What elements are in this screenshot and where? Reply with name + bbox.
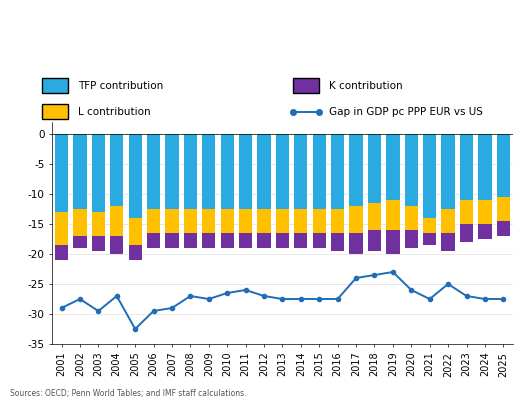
- Bar: [405, 134, 418, 206]
- FancyBboxPatch shape: [42, 78, 68, 93]
- Bar: [147, 233, 160, 248]
- Bar: [479, 134, 492, 200]
- Bar: [460, 134, 473, 200]
- Bar: [368, 134, 381, 203]
- Bar: [73, 209, 86, 236]
- Bar: [349, 134, 362, 206]
- Bar: [331, 233, 344, 251]
- Bar: [405, 206, 418, 230]
- Bar: [276, 134, 289, 209]
- Bar: [294, 134, 308, 209]
- Bar: [313, 209, 326, 233]
- Bar: [110, 134, 123, 206]
- Bar: [92, 134, 105, 212]
- Bar: [460, 224, 473, 242]
- Bar: [368, 230, 381, 251]
- Text: Decomposition of Gap with the United States in per Capita PPP GDP: Decomposition of Gap with the United Sta…: [7, 18, 516, 31]
- Bar: [110, 236, 123, 254]
- Bar: [331, 134, 344, 209]
- Bar: [239, 134, 252, 209]
- Bar: [423, 233, 436, 245]
- Bar: [349, 233, 362, 254]
- Bar: [55, 245, 68, 260]
- Bar: [202, 233, 215, 248]
- Text: L contribution: L contribution: [78, 107, 151, 117]
- Bar: [460, 200, 473, 224]
- Bar: [221, 134, 234, 209]
- Bar: [92, 236, 105, 251]
- Bar: [55, 134, 68, 212]
- Bar: [92, 212, 105, 236]
- Bar: [257, 233, 270, 248]
- FancyBboxPatch shape: [293, 78, 319, 93]
- Bar: [257, 134, 270, 209]
- Bar: [313, 134, 326, 209]
- Bar: [423, 218, 436, 233]
- Text: K contribution: K contribution: [329, 81, 403, 91]
- Bar: [386, 134, 400, 200]
- Bar: [165, 134, 178, 209]
- Bar: [55, 212, 68, 245]
- Text: (Percent): (Percent): [235, 51, 288, 64]
- Bar: [276, 233, 289, 248]
- Bar: [202, 134, 215, 209]
- Bar: [479, 200, 492, 224]
- Bar: [349, 206, 362, 233]
- Bar: [221, 233, 234, 248]
- Bar: [497, 197, 510, 221]
- Bar: [294, 209, 308, 233]
- Bar: [184, 209, 197, 233]
- Bar: [73, 236, 86, 248]
- Bar: [441, 209, 454, 233]
- Bar: [405, 230, 418, 248]
- Bar: [129, 218, 142, 245]
- Bar: [257, 209, 270, 233]
- Bar: [184, 233, 197, 248]
- Bar: [368, 203, 381, 230]
- Bar: [294, 233, 308, 248]
- Bar: [165, 209, 178, 233]
- Bar: [129, 245, 142, 260]
- Bar: [423, 134, 436, 218]
- Text: TFP contribution: TFP contribution: [78, 81, 164, 91]
- Bar: [497, 134, 510, 197]
- Bar: [147, 134, 160, 209]
- Bar: [441, 134, 454, 209]
- Bar: [497, 221, 510, 236]
- Bar: [221, 209, 234, 233]
- Bar: [313, 233, 326, 248]
- Bar: [331, 209, 344, 233]
- Bar: [441, 233, 454, 251]
- Bar: [184, 134, 197, 209]
- Bar: [386, 200, 400, 230]
- FancyBboxPatch shape: [42, 104, 68, 119]
- Bar: [165, 233, 178, 248]
- Text: Sources: OECD; Penn World Tables; and IMF staff calculations.: Sources: OECD; Penn World Tables; and IM…: [10, 389, 247, 398]
- Bar: [239, 209, 252, 233]
- Bar: [110, 206, 123, 236]
- Text: Gap in GDP pc PPP EUR vs US: Gap in GDP pc PPP EUR vs US: [329, 107, 483, 117]
- Bar: [386, 230, 400, 254]
- Bar: [129, 134, 142, 218]
- Bar: [479, 224, 492, 239]
- Bar: [202, 209, 215, 233]
- Bar: [147, 209, 160, 233]
- Bar: [276, 209, 289, 233]
- Bar: [73, 134, 86, 209]
- Bar: [239, 233, 252, 248]
